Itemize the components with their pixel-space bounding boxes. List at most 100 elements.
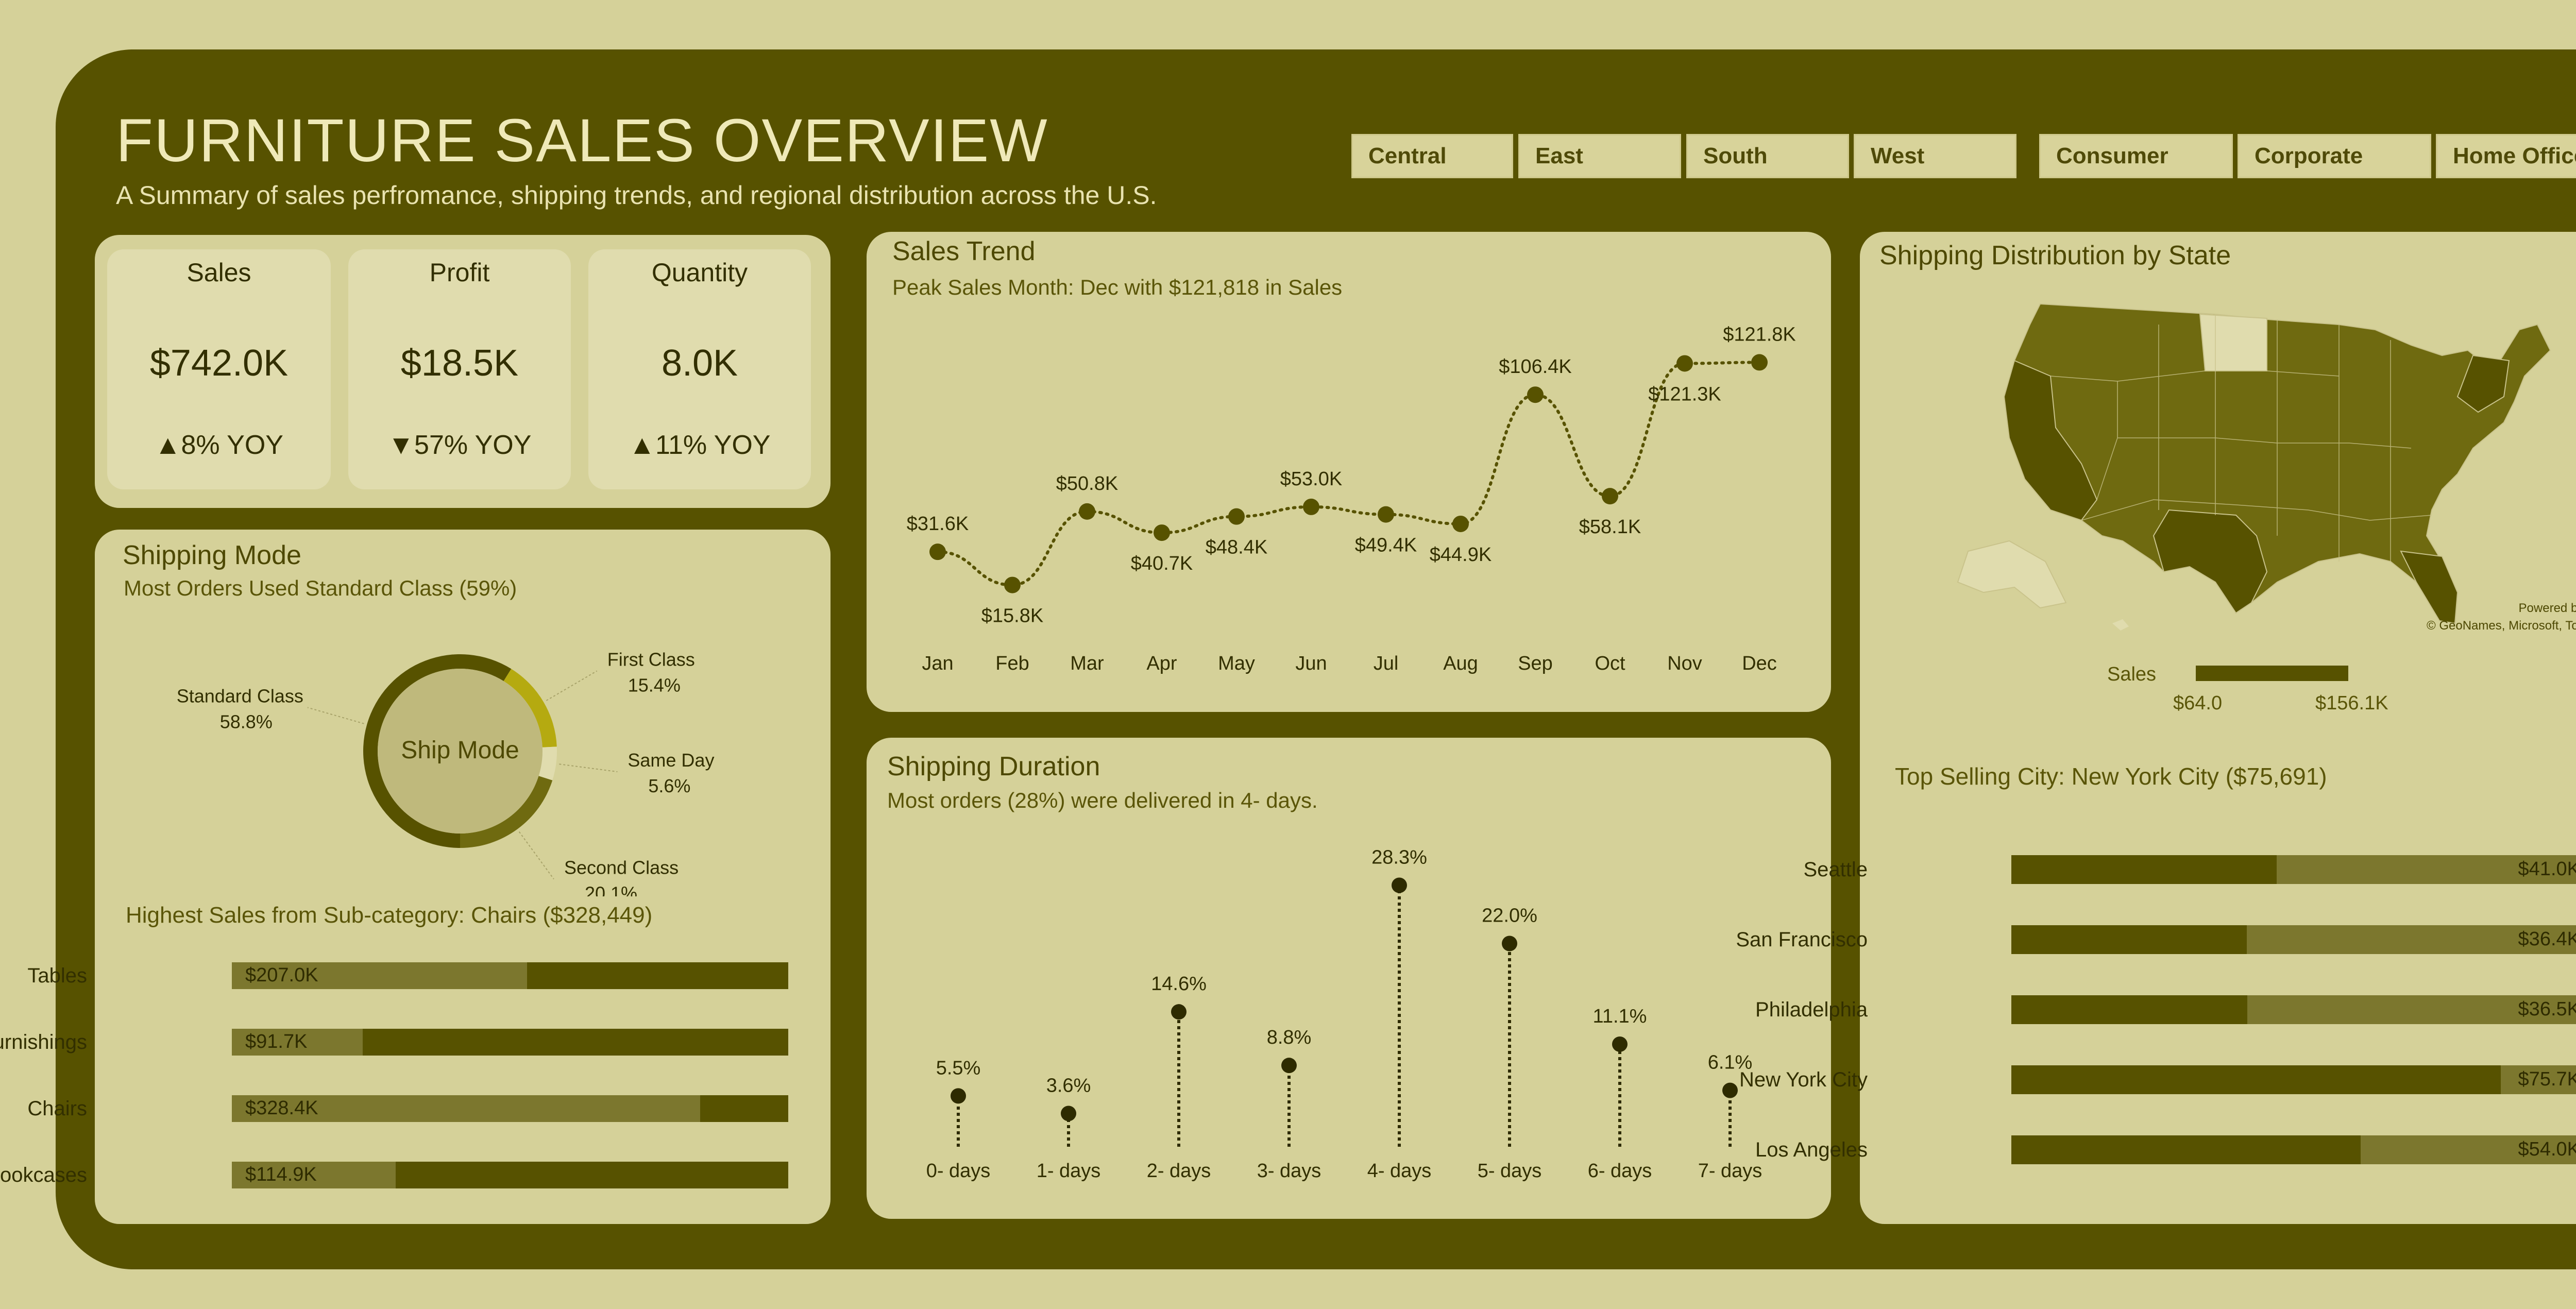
city-bar: $41.0K	[2011, 855, 2576, 884]
map-legend-min: $64.0	[2173, 692, 2223, 714]
city-label: San Francisco	[1736, 928, 1868, 951]
ship-mode-percent-label: 15.4%	[628, 674, 681, 695]
donut-center-label: Ship Mode	[401, 737, 519, 764]
sales-trend-point	[1602, 488, 1618, 505]
ship-mode-category-label: First Class	[607, 649, 695, 670]
duration-point	[1171, 1004, 1187, 1020]
subcategory-bar: $207.0K	[232, 962, 788, 989]
kpi-sales-yoy: ▲8% YOY	[155, 430, 283, 460]
top-city-title: Top Selling City: New York City ($75,691…	[1895, 763, 2327, 790]
filter-segment-home-office[interactable]: Home Office	[2436, 134, 2576, 178]
kpi-quantity-label: Quantity	[651, 258, 748, 287]
subcategory-bar-fill	[232, 1095, 701, 1122]
filter-region-central[interactable]: Central	[1351, 134, 1513, 178]
subcategory-title: Highest Sales from Sub-category: Chairs …	[126, 903, 653, 928]
subcategory-label: Furnishings	[0, 1031, 87, 1053]
subcategory-value-label: $91.7K	[245, 1031, 308, 1052]
duration-category-label: 1- days	[1037, 1160, 1101, 1182]
sales-trend-month-label: Aug	[1443, 653, 1478, 674]
kpi-quantity: Quantity 8.0K ▲11% YOY	[588, 249, 811, 489]
ship-mode-category-label: Standard Class	[177, 685, 303, 706]
shipping-duration-title: Shipping Duration	[887, 752, 1100, 781]
city-label: New York City	[1739, 1068, 1868, 1091]
duration-point	[1502, 936, 1517, 951]
city-label: Philadelphia	[1755, 998, 1868, 1021]
sales-trend-panel	[867, 232, 1831, 712]
city-bar-fill	[2011, 855, 2277, 884]
subcategory-value-label: $207.0K	[245, 964, 318, 986]
ship-mode-donut-chart: Standard Class 58.8% First Class 15.4% Same …	[177, 649, 715, 896]
sales-trend-point	[1676, 355, 1693, 372]
subcategory-value-label: $114.9K	[245, 1164, 317, 1185]
sales-trend-data-label: $31.6K	[907, 513, 969, 535]
map-legend-gradient	[2196, 666, 2348, 681]
sales-trend-month-label: Jan	[922, 653, 953, 674]
duration-point	[1061, 1106, 1076, 1121]
city-value-label: $36.4K	[2518, 928, 2576, 950]
filter-segment-consumer[interactable]: Consumer	[2039, 134, 2233, 178]
sales-trend-month-label: Apr	[1146, 653, 1177, 674]
sales-trend-point	[1527, 386, 1544, 403]
sales-trend-data-label: $121.8K	[1723, 324, 1796, 345]
subcategory-bar: $328.4K	[232, 1095, 788, 1122]
sales-trend-month-label: Dec	[1742, 653, 1777, 674]
subcategory-label: Tables	[27, 964, 87, 987]
sales-trend-data-label: $50.8K	[1056, 473, 1118, 495]
city-value-label: $54.0K	[2518, 1138, 2576, 1160]
sales-trend-month-label: Oct	[1595, 653, 1625, 674]
map-state-borders	[2050, 314, 2432, 562]
subcategory-label: Chairs	[27, 1097, 87, 1120]
sales-trend-month-label: May	[1218, 653, 1255, 674]
sales-trend-data-label: $121.3K	[1648, 383, 1721, 405]
duration-point	[1722, 1082, 1738, 1098]
ship-mode-category-label: Same Day	[628, 750, 714, 771]
subcategory-bar-fill	[232, 962, 528, 989]
city-label: Seattle	[1803, 858, 1868, 881]
ship-mode-slice	[503, 669, 557, 747]
filter-region-south[interactable]: South	[1686, 134, 1849, 178]
duration-value-label: 8.8%	[1267, 1027, 1312, 1048]
ship-mode-leader-line	[307, 707, 364, 724]
map-alaska	[1957, 540, 2067, 609]
sales-trend-point	[1452, 515, 1469, 532]
duration-category-label: 3- days	[1257, 1160, 1321, 1182]
sales-trend-line-chart: $31.6K Jan $15.8K Feb $50.8K Mar $40.7K Apr $48.…	[907, 324, 1796, 674]
subcategory-bar-fill	[232, 1162, 396, 1188]
city-bar: $36.5K	[2011, 995, 2576, 1024]
city-bar: $75.7K	[2011, 1065, 2576, 1094]
duration-value-label: 6.1%	[1708, 1052, 1753, 1074]
ship-mode-leader-line	[518, 831, 554, 880]
shipping-duration-subtitle: Most orders (28%) were delivered in 4- d…	[887, 788, 1318, 812]
us-choropleth-map: Powered by Bing © GeoNames, Microsoft, T…	[1957, 303, 2576, 633]
city-value-label: $41.0K	[2518, 858, 2576, 880]
dashboard-title: FURNITURE SALES OVERVIEW	[116, 107, 1048, 175]
sales-trend-data-label: $44.9K	[1430, 544, 1492, 566]
city-bar-fill	[2011, 1065, 2501, 1094]
ship-mode-percent-label: 58.8%	[220, 711, 273, 732]
map-florida	[2400, 550, 2459, 624]
shipping-mode-title: Shipping Mode	[123, 540, 301, 570]
map-attribution-sources: © GeoNames, Microsoft, TomTom	[2427, 619, 2576, 633]
duration-category-label: 6- days	[1588, 1160, 1652, 1182]
kpi-profit-yoy: ▼57% YOY	[387, 430, 532, 460]
kpi-profit-value: $18.5K	[400, 343, 519, 384]
ship-mode-category-label: Second Class	[564, 857, 679, 878]
sales-trend-month-label: Mar	[1070, 653, 1104, 674]
duration-category-label: 4- days	[1367, 1160, 1432, 1182]
filter-region-east[interactable]: East	[1518, 134, 1681, 178]
sales-trend-point	[929, 543, 946, 560]
filter-segment-corporate[interactable]: Corporate	[2238, 134, 2431, 178]
sales-trend-month-label: Feb	[995, 653, 1029, 674]
sales-trend-data-label: $15.8K	[981, 605, 1043, 627]
ship-mode-leader-line	[559, 763, 618, 773]
sales-trend-month-label: Jul	[1374, 653, 1399, 674]
filter-region-west[interactable]: West	[1854, 134, 2016, 178]
city-value-label: $36.5K	[2518, 998, 2576, 1020]
sales-trend-data-label: $49.4K	[1355, 535, 1417, 556]
city-bar: $54.0K	[2011, 1135, 2576, 1164]
map-attribution-bing: Powered by Bing	[2519, 601, 2576, 615]
subcategory-bar-fill	[232, 1029, 363, 1056]
subcategory-label: Bookcases	[0, 1164, 87, 1186]
kpi-profit-label: Profit	[429, 258, 490, 287]
duration-point	[1281, 1058, 1297, 1074]
